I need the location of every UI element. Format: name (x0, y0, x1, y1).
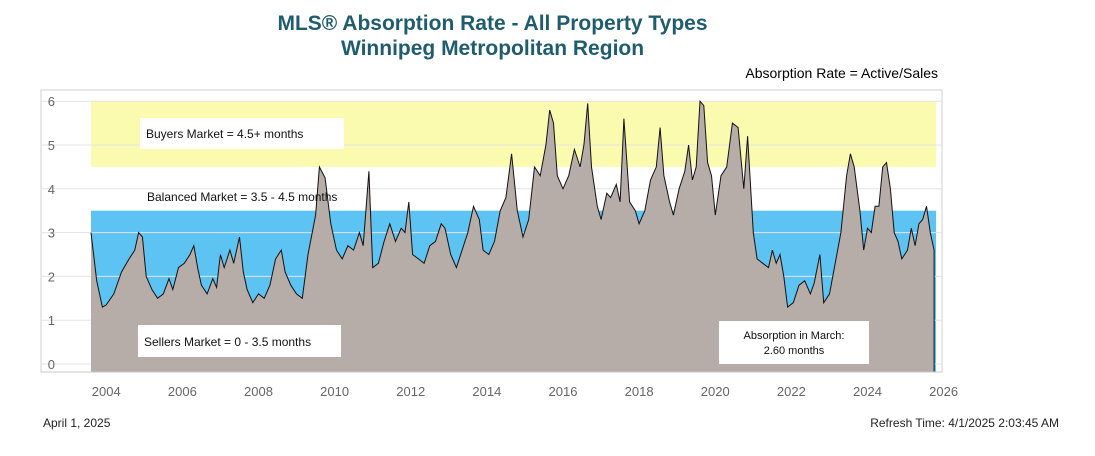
x-tick-label: 2016 (549, 384, 578, 399)
balanced-market-label: Balanced Market = 3.5 - 4.5 months (147, 190, 337, 204)
x-tick-label: 2004 (92, 384, 121, 399)
x-tick-label: 2012 (396, 384, 425, 399)
y-tick-label: 2 (48, 269, 55, 284)
y-tick-label: 4 (48, 182, 55, 197)
y-tick-label: 3 (48, 226, 55, 241)
annotation-line1: Absorption in March: (744, 330, 845, 342)
x-tick-label: 2014 (472, 384, 501, 399)
chart-title: MLS® Absorption Rate - All Property Type… (277, 12, 708, 35)
report-date: April 1, 2025 (43, 416, 111, 430)
x-tick-label: 2024 (853, 384, 882, 399)
x-tick-label: 2022 (777, 384, 806, 399)
y-tick-label: 0 (48, 357, 55, 372)
annotation-line2: 2.60 months (764, 345, 825, 357)
absorption-area (91, 101, 935, 372)
x-tick-label: 2018 (625, 384, 654, 399)
x-tick-label: 2026 (929, 384, 958, 399)
x-tick-label: 2020 (701, 384, 730, 399)
sellers-market-label: Sellers Market = 0 - 3.5 months (144, 335, 311, 349)
annotation-box (719, 321, 869, 364)
x-tick-label: 2010 (320, 384, 349, 399)
buyers-market-label: Buyers Market = 4.5+ months (146, 127, 303, 141)
x-tick-label: 2006 (168, 384, 197, 399)
absorption-line (90, 99, 935, 372)
chart-subtitle: Winnipeg Metropolitan Region (340, 37, 645, 60)
formula-note: Absorption Rate = Active/Sales (745, 65, 938, 81)
buyers-label-box (140, 118, 344, 149)
refresh-time: Refresh Time: 4/1/2025 2:03:45 AM (870, 416, 1059, 430)
sellers-label-box (138, 325, 341, 357)
x-tick-label: 2008 (244, 384, 273, 399)
y-tick-label: 5 (48, 138, 55, 153)
y-tick-label: 1 (48, 313, 55, 328)
y-tick-label: 6 (48, 94, 55, 109)
